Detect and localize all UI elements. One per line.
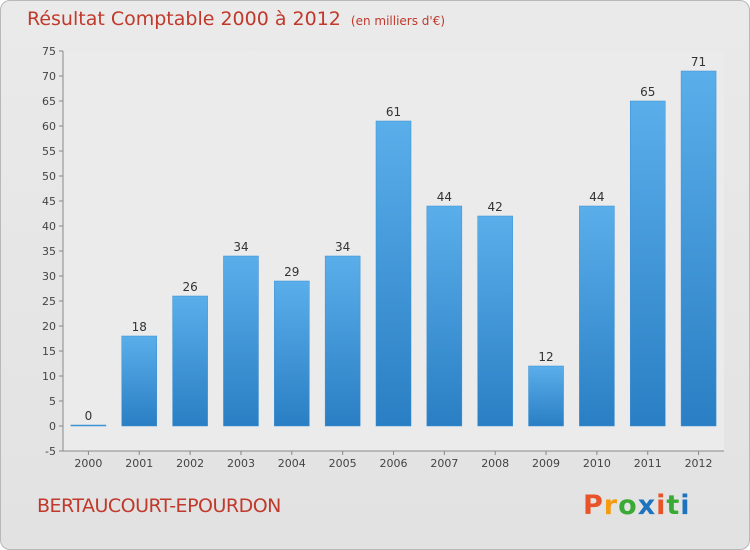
data-label-2008: 42 [488, 200, 503, 214]
chart-title-text: Résultat Comptable 2000 à 2012 [27, 8, 341, 30]
x-tick-label-2007: 2007 [430, 457, 458, 470]
commune-name: BERTAUCOURT-EPOURDON [37, 495, 281, 517]
data-label-2002: 26 [182, 280, 197, 294]
x-tick-label-2008: 2008 [481, 457, 509, 470]
data-label-2005: 34 [335, 240, 350, 254]
data-label-2012: 71 [691, 55, 706, 69]
y-tick-label: 25 [42, 295, 56, 308]
y-tick-label: 65 [42, 95, 56, 108]
data-label-2001: 18 [132, 320, 147, 334]
logo-letter: o [618, 490, 638, 521]
logo-letter: i [656, 490, 667, 521]
y-tick-label: 35 [42, 245, 56, 258]
x-tick-label-2003: 2003 [227, 457, 255, 470]
x-tick-label-2006: 2006 [380, 457, 408, 470]
y-tick-label: 0 [49, 420, 56, 433]
data-label-2011: 65 [640, 85, 655, 99]
bar-2004 [274, 280, 310, 427]
x-tick-label-2000: 2000 [74, 457, 102, 470]
y-tick-label: 10 [42, 370, 56, 383]
x-tick-label-2010: 2010 [583, 457, 611, 470]
bar-2003 [223, 255, 259, 427]
y-tick-label: 75 [42, 45, 56, 58]
bar-2009 [528, 365, 564, 427]
bar-2007 [426, 205, 463, 427]
x-tick-label-2009: 2009 [532, 457, 560, 470]
data-label-2009: 12 [538, 350, 553, 364]
x-tick-label-2004: 2004 [278, 457, 306, 470]
bar-2008 [477, 215, 513, 427]
data-label-2004: 29 [284, 265, 299, 279]
data-label-2003: 34 [233, 240, 248, 254]
x-tick-label-2005: 2005 [329, 457, 357, 470]
bar-2011 [629, 100, 666, 427]
y-tick-label: 15 [42, 345, 56, 358]
data-label-2000: 0 [85, 409, 93, 423]
y-tick-label: 55 [42, 145, 56, 158]
y-tick-label: 50 [42, 170, 56, 183]
y-tick-label: -5 [45, 445, 56, 458]
y-tick-label: 30 [42, 270, 56, 283]
y-tick-label: 45 [42, 195, 56, 208]
data-label-2006: 61 [386, 105, 401, 119]
data-label-2007: 44 [437, 190, 452, 204]
x-tick-label-2012: 2012 [685, 457, 713, 470]
y-tick-label: 70 [42, 70, 56, 83]
bar-2001 [121, 335, 158, 427]
logo-letter: r [603, 490, 619, 521]
x-tick-label-2002: 2002 [176, 457, 204, 470]
logo-letter: x [637, 490, 657, 521]
y-tick-label: 20 [42, 320, 56, 333]
bar-2005 [324, 255, 361, 427]
data-label-2010: 44 [589, 190, 604, 204]
bar-2012 [680, 70, 717, 427]
y-tick-label: 60 [42, 120, 56, 133]
chart-subtitle: (en milliers d'€) [350, 14, 446, 28]
x-tick-label-2001: 2001 [125, 457, 153, 470]
y-tick-label: 5 [49, 395, 56, 408]
proxiti-logo: Proxiti [583, 490, 691, 521]
y-tick-label: 40 [42, 220, 56, 233]
bar-2002 [172, 295, 208, 427]
chart-title: Résultat Comptable 2000 à 2012 (en millie… [27, 8, 445, 30]
x-tick-label-2011: 2011 [634, 457, 662, 470]
logo-letter: t [666, 490, 681, 521]
bar-2010 [579, 205, 615, 427]
logo-letter: P [583, 490, 604, 521]
logo-letter: i [680, 490, 691, 521]
bar-2006 [375, 120, 412, 427]
bar-2000 [70, 424, 107, 427]
